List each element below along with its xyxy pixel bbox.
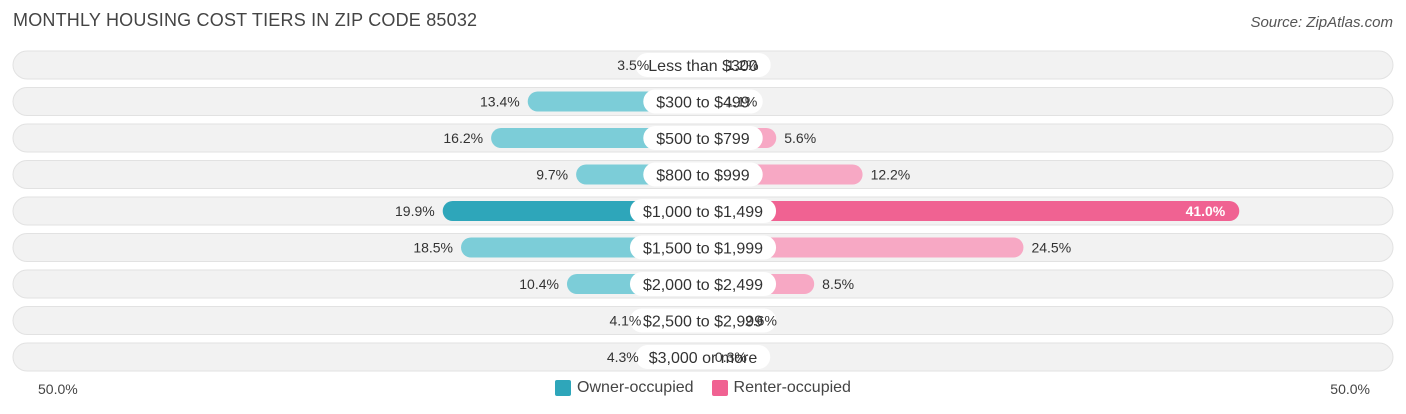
axis-left-label: 50.0%: [38, 381, 78, 397]
category-label: $3,000 or more: [649, 350, 758, 367]
category-pill: [643, 126, 763, 150]
owner-value-label: 19.9%: [395, 203, 435, 219]
category-pill: [643, 162, 763, 187]
owner-value-label: 4.3%: [607, 349, 639, 365]
renter-value-label: 5.6%: [784, 130, 816, 146]
owner-value-label: 9.7%: [536, 167, 568, 183]
renter-value-label: 0.3%: [715, 349, 747, 365]
chart-title: MONTHLY HOUSING COST TIERS IN ZIP CODE 8…: [13, 10, 478, 30]
axis-right-label: 50.0%: [1330, 381, 1370, 397]
category-pill: [635, 345, 771, 369]
category-pill: [629, 272, 777, 296]
category-pill: [643, 89, 763, 114]
legend-item-owner: Owner-occupied: [555, 379, 694, 397]
category-label: $1,000 to $1,499: [643, 204, 763, 221]
category-pill: [635, 53, 771, 77]
category-pill: [629, 235, 777, 260]
legend-label-owner: Owner-occupied: [577, 379, 694, 396]
owner-value-label: 3.5%: [617, 57, 649, 73]
legend-swatch-renter: [711, 380, 728, 396]
category-label: $2,500 to $2,999: [643, 314, 763, 331]
renter-value-label: 41.0%: [1186, 203, 1226, 219]
renter-value-label: 1.1%: [725, 94, 757, 110]
legend-label-renter: Renter-occupied: [733, 379, 851, 396]
source-credit: Source: ZipAtlas.com: [1250, 14, 1393, 31]
renter-value-label: 2.6%: [745, 313, 777, 329]
category-label: $2,000 to $2,499: [643, 277, 763, 294]
renter-value-label: 12.2%: [871, 167, 911, 183]
legend-swatch-owner: [555, 380, 572, 396]
legend-item-renter: Renter-occupied: [711, 379, 851, 397]
category-label: $800 to $999: [656, 168, 750, 185]
renter-bar: [703, 201, 1240, 221]
category-pill: [629, 199, 777, 223]
category-label: $1,500 to $1,999: [643, 241, 763, 258]
owner-value-label: 13.4%: [480, 94, 520, 110]
category-label: $300 to $499: [656, 95, 750, 112]
category-label: $500 to $799: [656, 131, 750, 148]
owner-value-label: 10.4%: [519, 276, 559, 292]
category-label: Less than $300: [648, 58, 758, 75]
owner-value-label: 4.1%: [609, 313, 641, 329]
renter-bar: [703, 237, 1024, 258]
category-pill: [629, 308, 777, 333]
legend: Owner-occupied Renter-occupied: [0, 379, 1406, 397]
renter-value-label: 24.5%: [1031, 240, 1071, 256]
renter-value-label: 1.2%: [727, 57, 759, 73]
owner-value-label: 16.2%: [443, 130, 483, 146]
renter-value-label: 8.5%: [822, 276, 854, 292]
owner-value-label: 18.5%: [413, 240, 453, 256]
